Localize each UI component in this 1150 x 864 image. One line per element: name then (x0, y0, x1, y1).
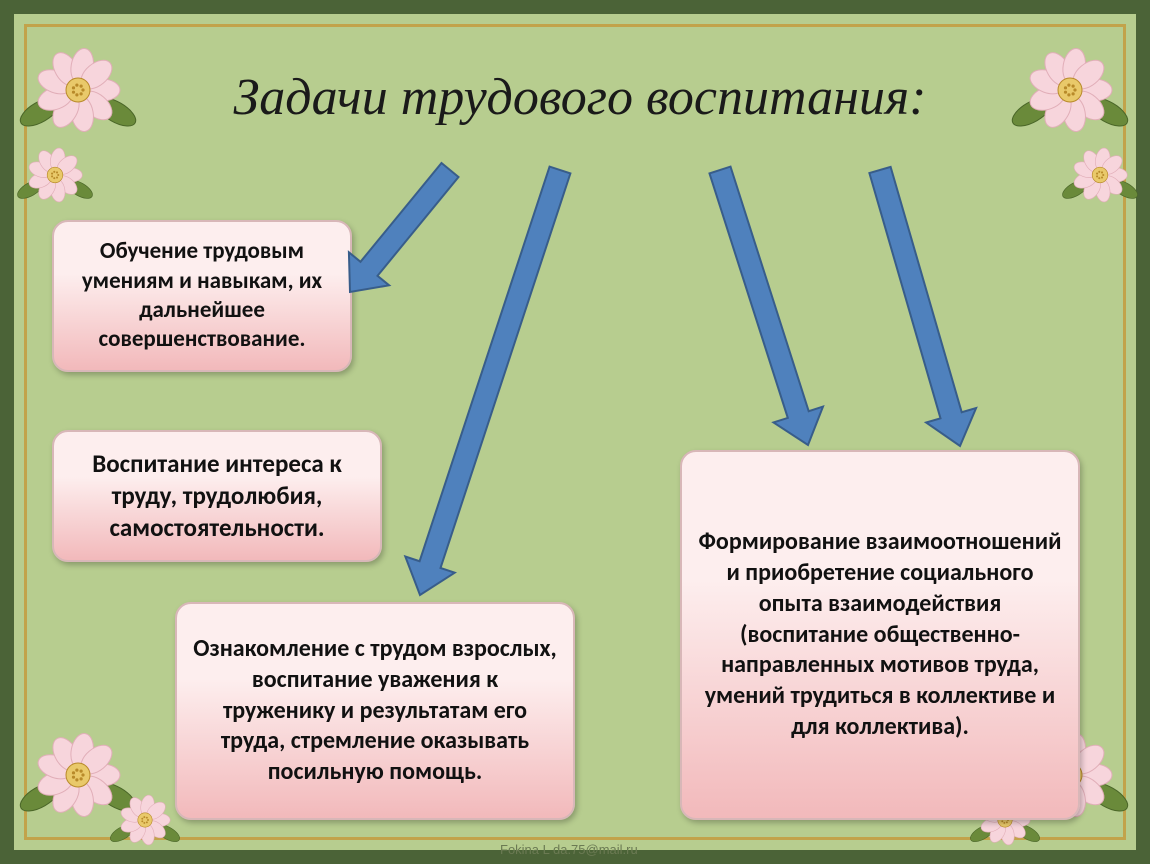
arrow (349, 163, 459, 292)
footer-credit: Fokina L da.75@mail.ru (500, 842, 638, 857)
arrows-layer (0, 0, 1150, 864)
arrow (405, 167, 570, 595)
arrow (710, 167, 824, 445)
arrow (869, 167, 976, 446)
